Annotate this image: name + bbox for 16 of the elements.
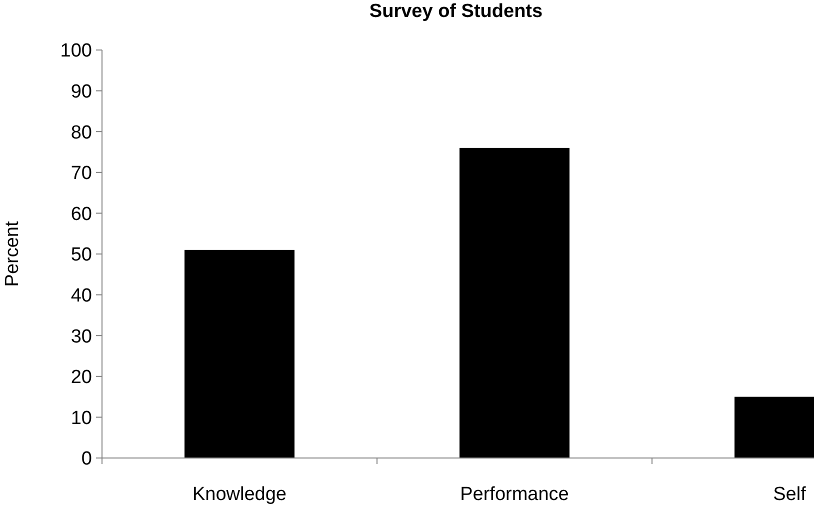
y-tick-label: 30 — [70, 326, 92, 348]
y-tick-label: 0 — [81, 448, 92, 470]
x-tick-label: Performance — [460, 484, 569, 505]
x-tick-label: Knowledge — [192, 484, 287, 505]
y-tick-label: 10 — [70, 408, 92, 429]
y-axis-title: Percent — [2, 220, 23, 287]
y-tick-label: 40 — [70, 285, 92, 306]
x-tick-label: Self — [773, 484, 807, 505]
y-tick-label: 100 — [60, 40, 92, 62]
y-tick-label: 50 — [70, 244, 92, 266]
y-tick-label: 60 — [70, 204, 92, 225]
y-tick-label: 80 — [70, 122, 92, 144]
y-tick-label: 20 — [70, 367, 92, 388]
y-tick-label: 90 — [70, 81, 92, 102]
chart-title: Survey of Students — [369, 1, 543, 22]
y-tick-label: 70 — [70, 163, 92, 184]
